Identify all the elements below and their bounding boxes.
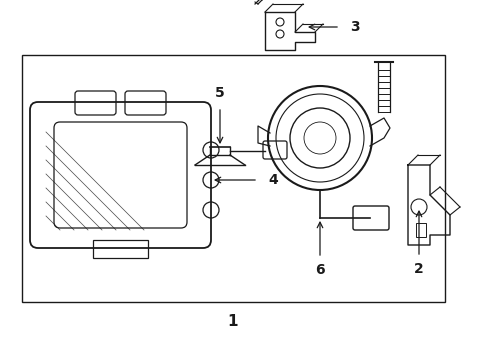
Bar	[22, 55, 445, 302]
Bar	[416, 223, 426, 237]
Text: 3: 3	[350, 20, 360, 34]
Text: 2: 2	[414, 262, 424, 276]
Text: 6: 6	[315, 263, 325, 277]
Text: 4: 4	[268, 173, 278, 187]
Text: 1: 1	[228, 315, 238, 329]
Text: 5: 5	[215, 86, 225, 100]
